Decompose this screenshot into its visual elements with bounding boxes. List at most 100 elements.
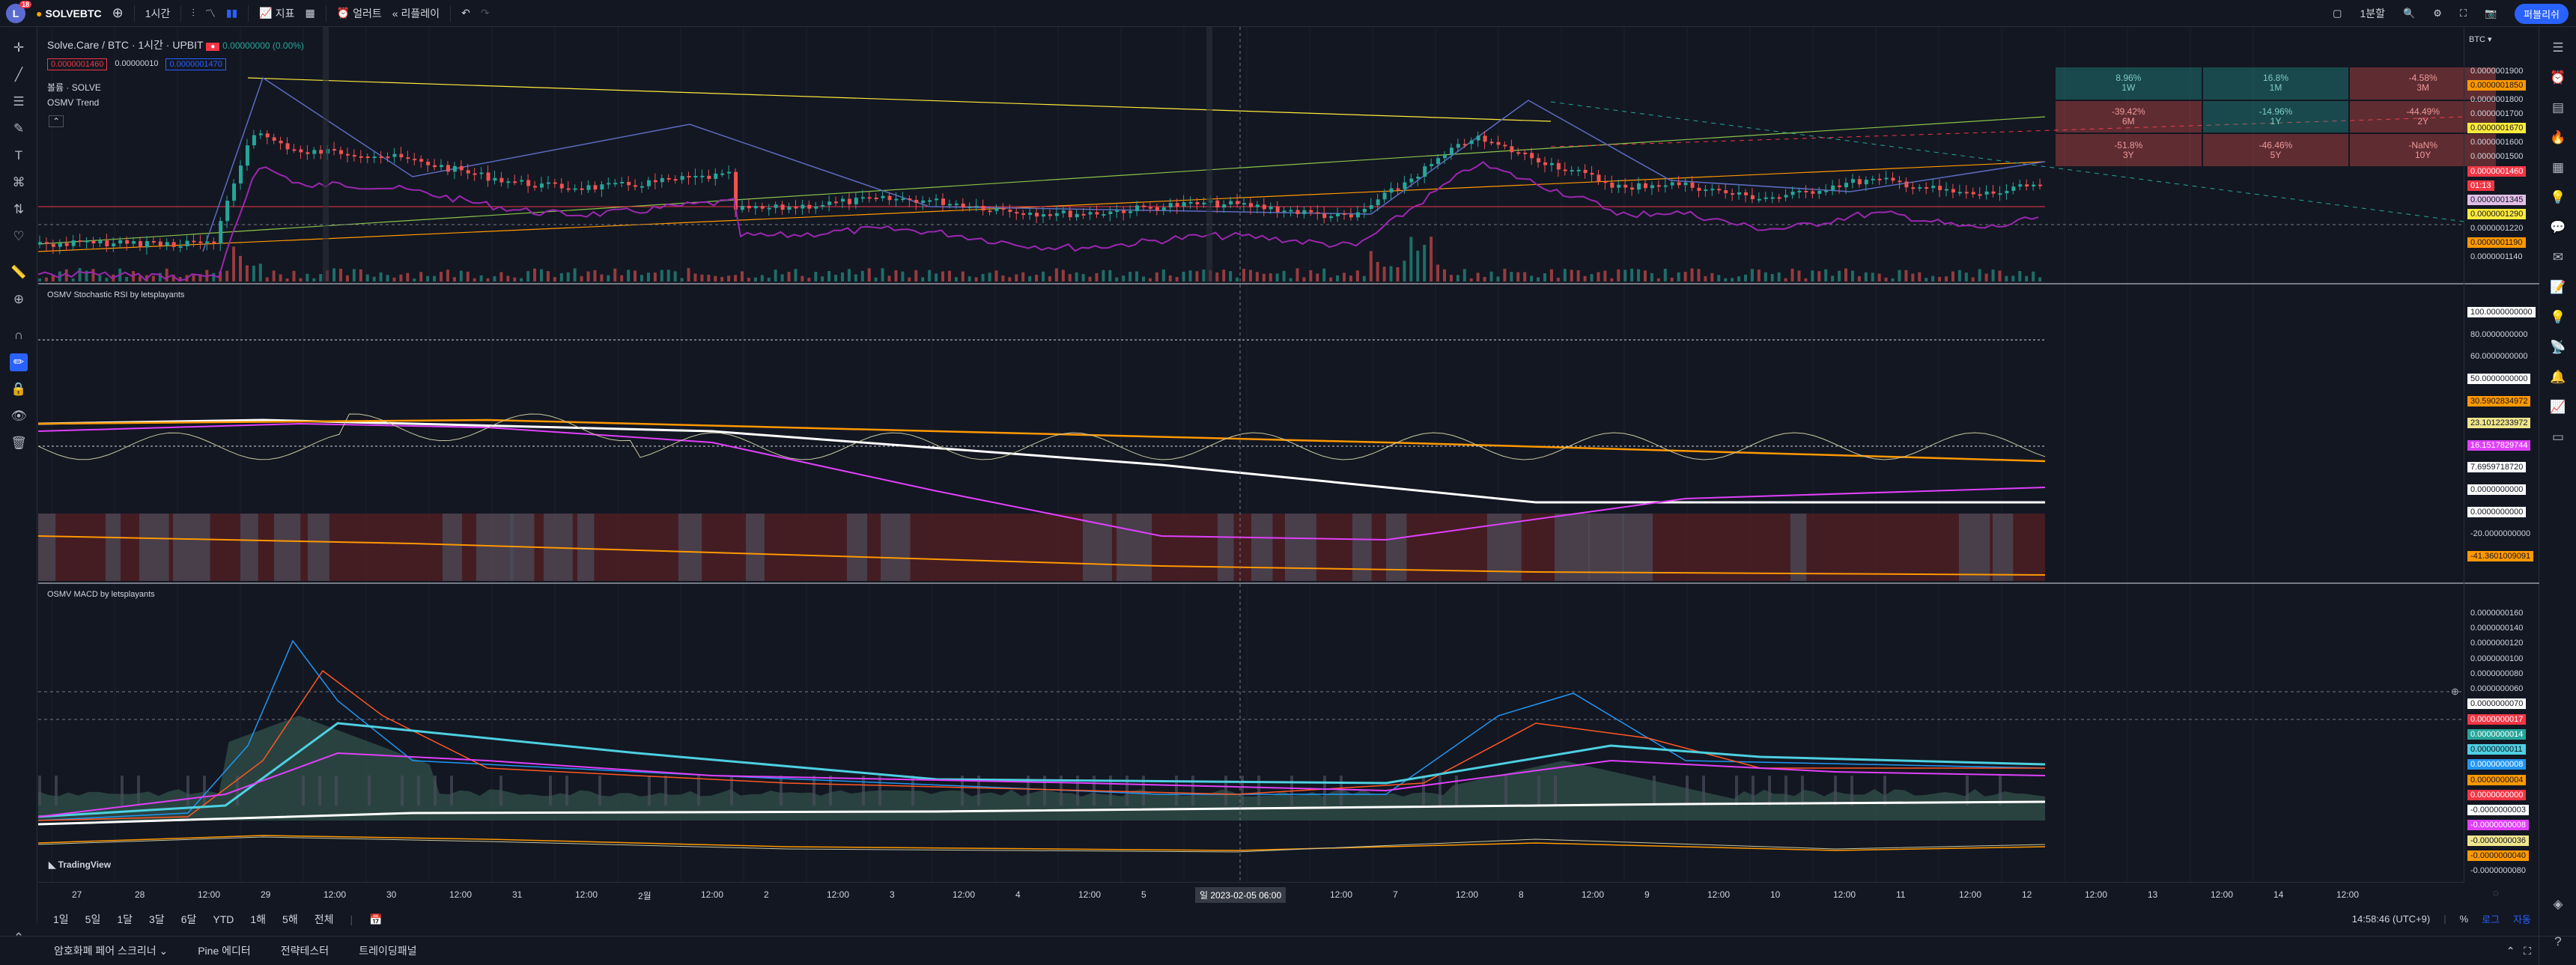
trend-icon[interactable]: 📈	[2550, 400, 2566, 414]
stoch-histogram-bar	[1386, 514, 1407, 581]
candle-body	[219, 221, 223, 244]
reset-scale-icon[interactable]: ◌	[2493, 887, 2499, 898]
tab-trading-panel[interactable]: 트레이딩패널	[359, 945, 417, 957]
alert-button[interactable]: ⏰ 얼러트	[337, 6, 382, 21]
candle-body	[1382, 192, 1387, 200]
help-icon[interactable]: ?	[2554, 934, 2562, 949]
compare-button[interactable]: ⊕	[112, 5, 124, 21]
zoom-in-icon[interactable]: ⊕	[13, 292, 25, 306]
replay-button[interactable]: «리플레이	[392, 6, 440, 21]
hotlist-icon[interactable]: 🔥	[2550, 130, 2566, 144]
range-5d[interactable]: 5일	[85, 913, 101, 925]
heart-icon[interactable]: ♡	[13, 229, 25, 243]
search-icon[interactable]: 🔍	[2403, 7, 2416, 19]
bell-icon[interactable]: 🔔	[2550, 370, 2566, 384]
symbol-search-button[interactable]: ● SOLVEBTC	[36, 7, 102, 19]
watchlist-icon[interactable]: ☰	[2552, 40, 2564, 55]
range-1m[interactable]: 1달	[117, 913, 133, 925]
performance-cell-1w: 8.96% 1W	[2056, 67, 2202, 100]
chevron-down-icon: ⌄	[159, 945, 168, 957]
pane-divider[interactable]	[38, 283, 2539, 284]
range-ytd[interactable]: YTD	[213, 913, 234, 925]
templates-icon[interactable]: ▭	[2551, 430, 2565, 444]
chat-icon[interactable]: 💬	[2550, 220, 2566, 234]
candle-style-button[interactable]: ▮▮	[226, 7, 237, 19]
candle-body	[1242, 203, 1246, 205]
goto-date-icon[interactable]: 📅	[369, 913, 383, 925]
layers-icon[interactable]: ◈	[2553, 897, 2563, 911]
messages-icon[interactable]: ✉	[2552, 250, 2564, 264]
magnet-icon[interactable]: ∩	[13, 328, 24, 342]
volume-bar	[1282, 270, 1286, 281]
gear-icon[interactable]: ⚙	[2433, 7, 2442, 19]
bar-style-button[interactable]: ⫶	[192, 7, 195, 19]
measure-icon[interactable]: ⇅	[13, 202, 25, 216]
publish-button[interactable]: 퍼블리쉬	[2515, 3, 2569, 24]
pattern-icon[interactable]: ⌘	[12, 175, 25, 189]
trend-legend[interactable]: OSMV Trend	[47, 97, 100, 108]
crosshair-icon[interactable]: ✛	[13, 40, 25, 55]
alerts-clock-icon[interactable]: ⏰	[2550, 70, 2566, 85]
fullscreen-icon[interactable]: ⛶	[2459, 7, 2467, 19]
indicators-button[interactable]: 📈 지표	[259, 6, 294, 21]
eye-icon[interactable]: 👁	[10, 409, 27, 423]
add-line-icon[interactable]: ⊕	[2451, 686, 2459, 697]
chart-area[interactable]: Solve.Care / BTC · 1시간 · UPBIT ● 0.00000…	[38, 27, 2496, 882]
range-1d[interactable]: 1일	[53, 913, 69, 925]
tab-screener[interactable]: 암호화폐 페어 스크리너 ⌄	[54, 943, 168, 958]
volume-bar	[1998, 270, 2002, 281]
calendar-icon[interactable]: ▦	[2551, 160, 2565, 174]
volume-legend[interactable]: 볼륨 · SOLVE	[47, 82, 101, 93]
user-avatar[interactable]: L 18	[6, 0, 31, 23]
chevron-up-icon[interactable]: ⌃	[13, 931, 25, 945]
layout-square-icon[interactable]: ▢	[2333, 7, 2342, 19]
notes-icon[interactable]: 📝	[2550, 280, 2566, 294]
chevron-up-icon[interactable]: ⌃	[2506, 944, 2515, 957]
maximize-icon[interactable]: ⛶	[2524, 944, 2531, 957]
collapse-legend-button[interactable]: ⌃	[49, 115, 64, 127]
stoch-legend[interactable]: OSMV Stochastic RSI by letsplayants	[47, 290, 185, 299]
range-1y[interactable]: 1해	[250, 913, 267, 925]
clock-label[interactable]: 14:58:46 (UTC+9)	[2351, 913, 2431, 925]
undo-button[interactable]: ↶	[461, 7, 470, 19]
range-3m[interactable]: 3달	[149, 913, 165, 925]
lightbulb-icon[interactable]: 💡	[2550, 310, 2566, 324]
volume-bar	[1161, 269, 1165, 281]
layouts-button[interactable]: ▦	[305, 7, 315, 19]
brush-icon[interactable]: ✎	[13, 121, 25, 136]
trash-icon[interactable]: 🗑	[10, 436, 27, 450]
horizontal-lines-icon[interactable]: ☰	[13, 94, 25, 109]
macd-legend[interactable]: OSMV MACD by letsplayants	[47, 590, 155, 599]
text-icon[interactable]: T	[14, 148, 23, 162]
lock-icon[interactable]: 🔒	[10, 382, 27, 396]
stoch-rsi-line	[38, 413, 2046, 460]
candle-body	[1844, 183, 1848, 188]
stoch-orange-line	[38, 418, 2046, 463]
tab-strategy-tester[interactable]: 전략테스터	[280, 945, 329, 957]
broadcast-icon[interactable]: 📡	[2550, 340, 2566, 354]
pane-divider[interactable]	[38, 582, 2539, 584]
range-all[interactable]: 전체	[314, 913, 334, 925]
price-scale[interactable]: BTC ▾ 0.0000001900 0.0000001850 0.00000018…	[2451, 27, 2539, 882]
drawing-mode-icon[interactable]: ✏	[10, 353, 28, 371]
ruler-icon[interactable]: 📏	[10, 265, 27, 279]
ideas-icon[interactable]: 💡	[2550, 190, 2566, 204]
stoch-histogram-bar	[577, 514, 595, 581]
layout-select-button[interactable]: 1분할	[2360, 6, 2385, 21]
line-style-button[interactable]: 〽	[205, 6, 216, 21]
camera-icon[interactable]: 📷	[2484, 7, 2497, 19]
range-6m[interactable]: 6달	[180, 913, 197, 925]
tab-pine-editor[interactable]: Pine 에디터	[198, 945, 251, 957]
buy-price-button[interactable]: 0.0000001470	[165, 58, 226, 70]
volume-bar	[1095, 273, 1099, 281]
trend-line-icon[interactable]: ╱	[14, 67, 23, 82]
interval-button[interactable]: 1시간	[145, 6, 171, 21]
log-scale-button[interactable]: 로그	[2482, 914, 2500, 925]
time-scale[interactable]: 27 28 12:00 29 12:00 30 12:00 31 12:00 2월 12:00 2 12…	[38, 882, 2499, 904]
data-window-icon[interactable]: ▤	[2551, 100, 2565, 115]
range-5y[interactable]: 5해	[282, 913, 298, 925]
sell-price-button[interactable]: 0.0000001460	[47, 58, 108, 70]
redo-button[interactable]: ↷	[481, 7, 490, 19]
auto-scale-button[interactable]: 자동	[2513, 914, 2531, 925]
percent-scale-button[interactable]: %	[2459, 913, 2469, 925]
